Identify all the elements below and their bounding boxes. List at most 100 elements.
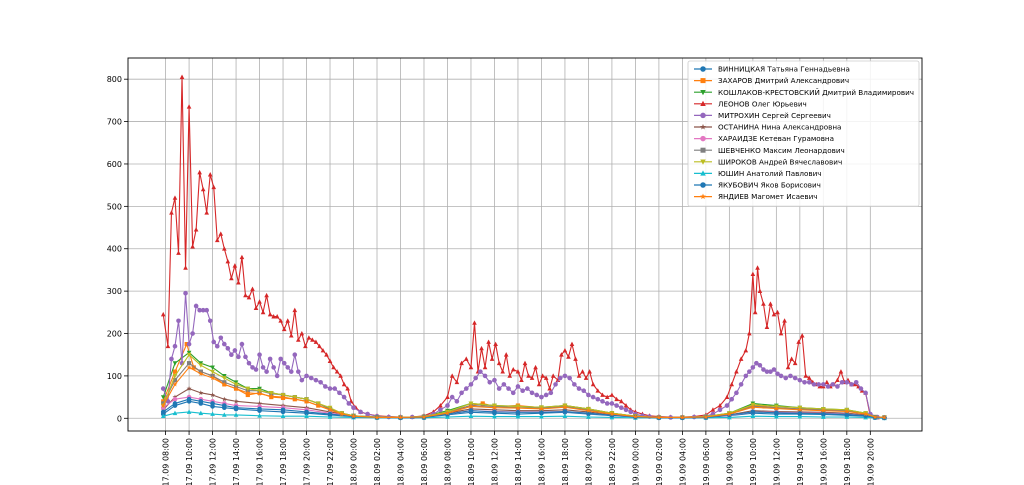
data-point [313,377,319,383]
data-point [267,356,273,362]
data-point [788,373,793,379]
data-point [519,377,524,383]
data-point [264,292,269,298]
data-point [183,290,188,296]
data-point [233,412,239,417]
data-point [811,382,817,387]
legend-marker [700,170,706,176]
data-point [496,386,502,391]
data-point [567,375,572,381]
data-point [257,388,262,394]
data-point [186,409,192,414]
legend-label: ЯНДИЕВ Магомет Исаевич [718,192,818,201]
data-point [538,406,544,412]
data-point [783,375,789,381]
data-point [533,364,538,370]
data-point [308,375,314,381]
data-point [338,373,343,378]
data-point [280,394,286,400]
legend-label: ШЕВЧЕНКО Максим Леонардович [718,146,845,155]
series-line [163,411,885,419]
data-point [492,377,497,383]
data-point [614,403,619,408]
data-point [317,343,322,349]
data-point [614,396,619,402]
legend-entry: ЛЕОНОВ Олег Юрьевич [694,99,807,108]
data-point [623,403,629,408]
legend-marker [700,89,706,96]
data-point [225,258,231,264]
data-point [304,413,309,419]
data-point [482,373,488,379]
legend-marker [700,100,706,107]
data-point [522,360,528,366]
data-point [775,371,780,377]
data-point [750,365,756,370]
data-point [184,342,189,347]
data-point [280,407,286,413]
data-point [229,352,234,358]
data-point [515,384,521,389]
data-point [459,390,464,396]
data-point [438,407,443,413]
x-tick-label: 18.09 12:00 [490,438,499,485]
data-point [207,318,213,324]
legend-marker [700,147,706,153]
data-point [750,413,756,419]
data-point [768,301,773,306]
legend-label: ШИРОКОВ Андрей Вячеславович [718,157,842,166]
data-point [802,379,807,385]
data-point [337,390,342,396]
data-point [586,392,591,398]
legend-marker [700,193,706,200]
data-point [536,381,542,387]
x-tick-label: 18.09 00:00 [350,438,359,485]
data-point [830,382,836,387]
data-point [595,388,601,393]
data-point [186,396,192,402]
data-point [774,410,779,416]
data-point [619,398,624,404]
x-tick-label: 18.09 14:00 [514,438,523,485]
data-point [493,341,498,346]
data-point [160,409,166,415]
data-point [327,407,333,412]
data-point [253,367,259,372]
y-tick-label: 200 [107,330,122,339]
data-point [236,280,241,285]
y-tick-label: 700 [107,118,122,127]
legend-label: ЛЕОНОВ Олег Юрьевич [718,99,807,108]
data-point [782,318,787,323]
legend-label: КОШЛАКОВ-КРЕСТОВСКИЙ Дмитрий Владимирови… [718,88,914,97]
x-tick-label: 19.09 18:00 [843,438,852,485]
data-point [507,373,513,378]
data-point [583,375,589,380]
data-point [872,414,878,420]
data-point [539,414,544,419]
data-point [438,403,443,408]
data-point [169,210,174,215]
x-tick-label: 17.09 12:00 [209,438,218,485]
data-point [198,371,204,376]
data-point [496,360,502,366]
data-point [190,244,195,249]
data-point [172,369,178,374]
data-point [762,404,767,409]
legend-label: МИТРОХИН Сергей Сергеевич [718,111,831,120]
data-point [161,399,166,404]
data-point [717,407,723,413]
data-point [346,401,352,406]
data-point [176,318,181,324]
data-point [529,390,535,396]
x-tick-label: 18.09 16:00 [537,438,546,485]
data-point [233,386,239,391]
data-point [246,294,252,300]
data-point [186,341,192,347]
data-point [239,254,245,260]
data-point [515,405,521,411]
legend-label: ХАРАИДЗЕ Кетеван Гурамовна [718,134,834,143]
data-point [193,303,199,309]
data-point [233,405,239,410]
data-point [734,369,739,374]
data-point [821,411,826,416]
